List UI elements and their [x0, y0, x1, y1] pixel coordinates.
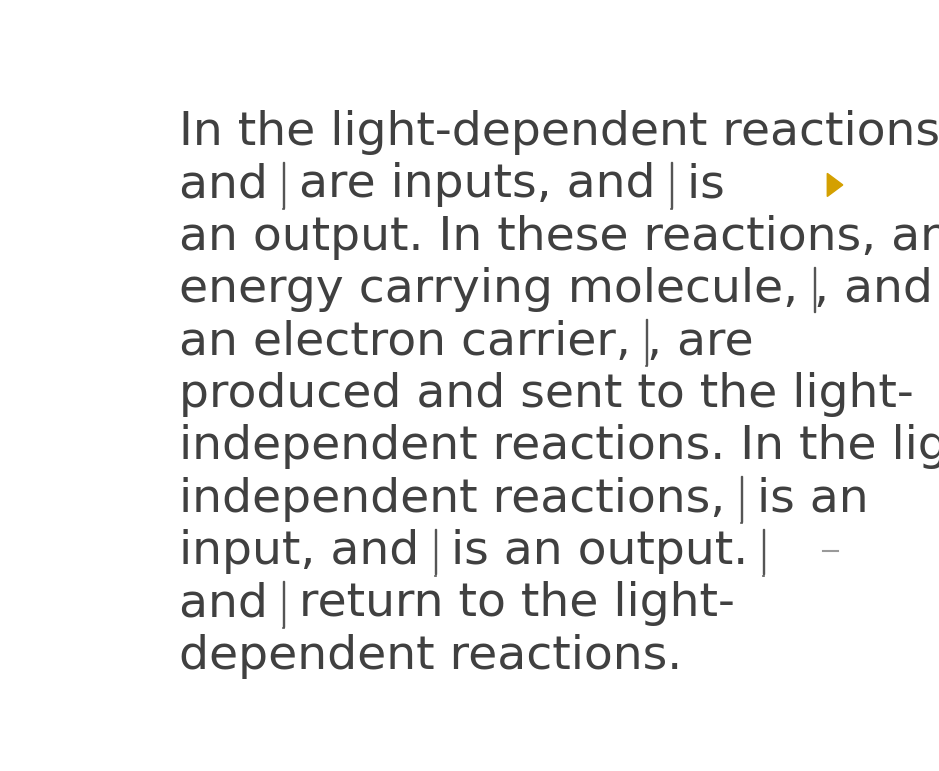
Text: and: and [179, 581, 284, 626]
Bar [670, 162, 671, 207]
Text: is an output.: is an output. [436, 529, 762, 574]
Text: , and: , and [814, 267, 933, 312]
Text: In the light-dependent reactions,: In the light-dependent reactions, [179, 110, 939, 155]
Bar [284, 162, 285, 207]
Text: dependent reactions.: dependent reactions. [179, 634, 683, 678]
Text: is an: is an [742, 476, 869, 521]
Text: an electron carrier,: an electron carrier, [179, 319, 646, 365]
Bar [646, 319, 647, 365]
Polygon shape [827, 173, 843, 197]
Text: return to the light-: return to the light- [285, 581, 735, 626]
Text: independent reactions,: independent reactions, [179, 476, 741, 521]
Text: is: is [671, 163, 725, 207]
Text: independent reactions. In the light-: independent reactions. In the light- [179, 424, 939, 470]
Bar [762, 529, 763, 574]
Text: input, and: input, and [179, 529, 435, 574]
Bar [284, 581, 285, 627]
Bar [435, 529, 436, 574]
Text: energy carrying molecule,: energy carrying molecule, [179, 267, 813, 312]
Bar [813, 267, 814, 312]
Text: are inputs, and: are inputs, and [285, 163, 670, 207]
Text: produced and sent to the light-: produced and sent to the light- [179, 372, 915, 417]
Text: and: and [179, 163, 284, 207]
Text: , are: , are [647, 319, 754, 365]
Bar [741, 476, 742, 522]
Text: an output. In these reactions, an: an output. In these reactions, an [179, 215, 939, 260]
